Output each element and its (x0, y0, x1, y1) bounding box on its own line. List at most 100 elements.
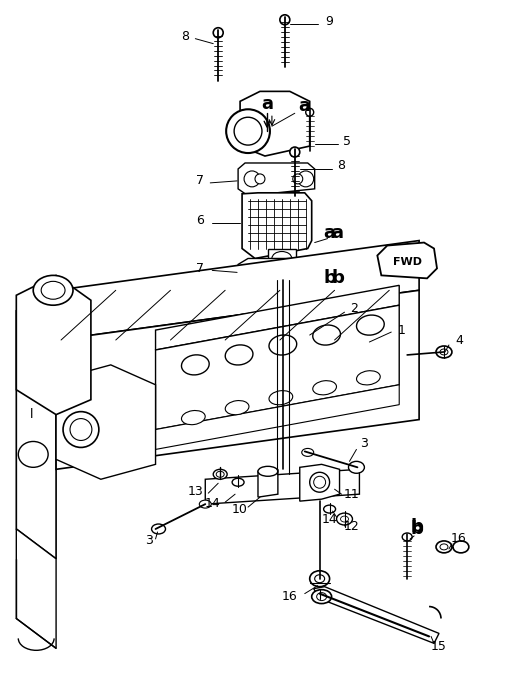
Polygon shape (300, 464, 339, 501)
Text: 7: 7 (196, 262, 204, 275)
Ellipse shape (337, 513, 353, 525)
Ellipse shape (293, 174, 303, 184)
Ellipse shape (340, 516, 349, 522)
Ellipse shape (313, 381, 336, 395)
Text: 11: 11 (343, 488, 359, 501)
Text: 3: 3 (145, 534, 152, 548)
Ellipse shape (181, 411, 205, 425)
Polygon shape (16, 529, 56, 649)
Text: 16: 16 (451, 532, 467, 545)
Text: b: b (323, 269, 336, 287)
Ellipse shape (302, 449, 314, 456)
Text: 15: 15 (431, 640, 447, 653)
Ellipse shape (310, 472, 330, 492)
Ellipse shape (245, 265, 259, 280)
Ellipse shape (440, 544, 448, 550)
Ellipse shape (244, 171, 260, 187)
Text: 3: 3 (360, 437, 368, 450)
Ellipse shape (402, 533, 412, 541)
Text: FWD: FWD (392, 258, 422, 267)
Polygon shape (155, 285, 399, 350)
Ellipse shape (199, 500, 211, 508)
Text: a: a (323, 223, 336, 242)
Text: 8: 8 (181, 30, 190, 43)
Polygon shape (205, 469, 359, 504)
Ellipse shape (41, 282, 65, 300)
Text: b: b (331, 269, 344, 287)
Ellipse shape (323, 505, 336, 513)
Text: a: a (261, 95, 273, 113)
Ellipse shape (258, 466, 278, 476)
Ellipse shape (312, 589, 332, 604)
Text: 1: 1 (397, 324, 405, 337)
Text: 2: 2 (351, 302, 358, 315)
Ellipse shape (315, 575, 324, 583)
Ellipse shape (272, 251, 292, 265)
Ellipse shape (216, 471, 224, 477)
Polygon shape (155, 305, 399, 429)
Polygon shape (56, 365, 155, 480)
Text: 16: 16 (282, 590, 298, 603)
Text: a: a (299, 98, 311, 115)
Polygon shape (155, 385, 399, 449)
Ellipse shape (317, 593, 327, 600)
Polygon shape (258, 469, 278, 497)
Text: 10: 10 (232, 503, 248, 516)
Polygon shape (242, 193, 312, 258)
Ellipse shape (181, 355, 209, 375)
Ellipse shape (303, 265, 317, 280)
Ellipse shape (63, 412, 99, 447)
Ellipse shape (70, 418, 92, 440)
Ellipse shape (349, 462, 364, 473)
Polygon shape (56, 240, 419, 340)
Ellipse shape (280, 15, 290, 25)
Text: 13: 13 (188, 485, 203, 497)
Ellipse shape (440, 349, 448, 355)
Ellipse shape (225, 401, 249, 415)
Polygon shape (377, 243, 437, 278)
Ellipse shape (436, 346, 452, 358)
Ellipse shape (226, 109, 270, 153)
Ellipse shape (290, 147, 300, 157)
Text: 14: 14 (322, 513, 337, 526)
Ellipse shape (225, 345, 253, 365)
Polygon shape (314, 587, 439, 643)
Polygon shape (240, 91, 310, 156)
Text: 12: 12 (343, 521, 359, 534)
Ellipse shape (232, 478, 244, 486)
Ellipse shape (234, 117, 262, 145)
Bar (268, 249, 296, 267)
Text: 14: 14 (204, 497, 220, 510)
Text: 4: 4 (455, 333, 463, 346)
Ellipse shape (310, 571, 330, 587)
Polygon shape (16, 311, 56, 559)
Polygon shape (16, 275, 91, 415)
Ellipse shape (436, 541, 452, 553)
Ellipse shape (213, 27, 223, 38)
Text: b: b (411, 518, 424, 536)
Text: 9: 9 (326, 15, 334, 28)
Ellipse shape (357, 315, 384, 335)
Ellipse shape (357, 371, 380, 385)
Ellipse shape (152, 524, 166, 534)
Ellipse shape (314, 476, 326, 488)
Ellipse shape (453, 541, 469, 553)
Polygon shape (56, 291, 419, 469)
Ellipse shape (269, 391, 293, 405)
Ellipse shape (269, 335, 297, 355)
Ellipse shape (313, 325, 340, 345)
Text: 8: 8 (338, 159, 345, 172)
Text: b: b (411, 520, 424, 538)
Polygon shape (238, 163, 315, 196)
Text: a: a (332, 223, 343, 242)
Ellipse shape (213, 469, 227, 480)
Text: 7: 7 (196, 174, 204, 188)
Text: l: l (30, 408, 33, 421)
Ellipse shape (255, 174, 265, 184)
Ellipse shape (33, 275, 73, 305)
Ellipse shape (18, 442, 48, 467)
Polygon shape (238, 258, 320, 289)
Ellipse shape (306, 109, 314, 116)
Ellipse shape (298, 171, 314, 187)
Text: 6: 6 (196, 214, 204, 227)
